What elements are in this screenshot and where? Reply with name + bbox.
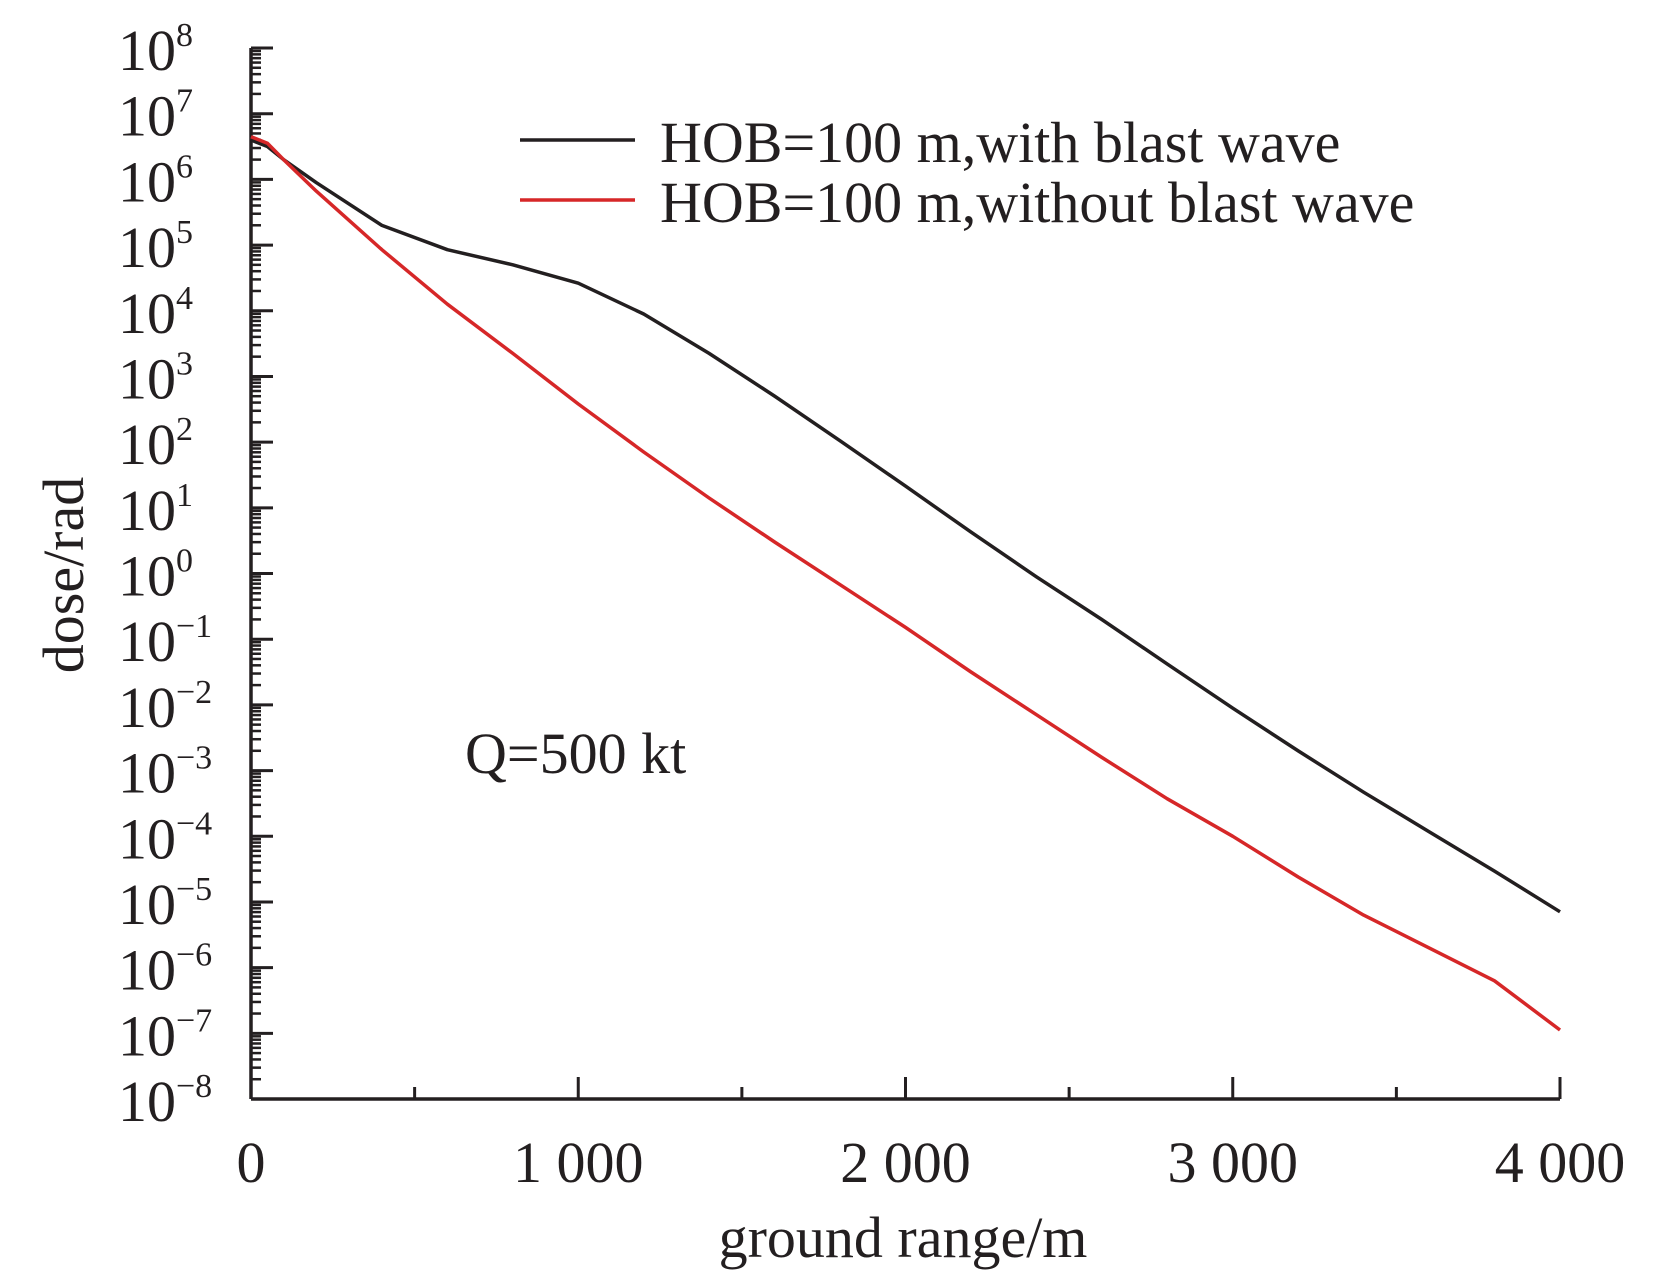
y-tick-label: 108	[118, 17, 193, 83]
y-tick-label: 102	[118, 411, 193, 477]
y-tick-label: 10−1	[118, 608, 212, 674]
x-tick-label: 1 000	[513, 1130, 644, 1195]
series-line-without-blast-wave	[250, 135, 1562, 1032]
y-tick-label: 10−5	[118, 871, 212, 937]
y-tick-label: 105	[118, 214, 193, 280]
annotation-yield: Q=500 kt	[465, 721, 686, 786]
axes: 10810710610510410310210110010−110−210−31…	[118, 17, 1625, 1195]
x-tick-label: 3 000	[1168, 1130, 1299, 1195]
y-tick-label: 10−7	[118, 1002, 212, 1068]
legend-label-without-blast-wave: HOB=100 m,without blast wave	[660, 170, 1414, 235]
y-tick-label: 10−4	[118, 805, 212, 871]
x-axis-title: ground range/m	[719, 1205, 1088, 1270]
plot-area	[250, 135, 1562, 1032]
legend: HOB=100 m,with blast wave HOB=100 m,with…	[520, 110, 1414, 235]
y-tick-label: 106	[118, 148, 193, 214]
y-tick-label: 101	[118, 477, 193, 543]
y-tick-label: 10−3	[118, 740, 212, 806]
y-tick-label: 10−6	[118, 937, 212, 1003]
legend-label-with-blast-wave: HOB=100 m,with blast wave	[660, 110, 1340, 175]
y-tick-label: 100	[118, 543, 193, 609]
x-tick-label: 0	[237, 1130, 266, 1195]
x-tick-label: 2 000	[840, 1130, 971, 1195]
series-line-with-blast-wave	[250, 138, 1561, 914]
y-tick-label: 104	[118, 280, 193, 346]
y-tick-label: 107	[118, 83, 193, 149]
y-axis-title: dose/rad	[31, 477, 96, 674]
y-tick-label: 10−8	[118, 1068, 212, 1134]
y-tick-label: 10−2	[118, 674, 212, 740]
y-tick-label: 103	[118, 345, 193, 411]
x-tick-label: 4 000	[1495, 1130, 1626, 1195]
